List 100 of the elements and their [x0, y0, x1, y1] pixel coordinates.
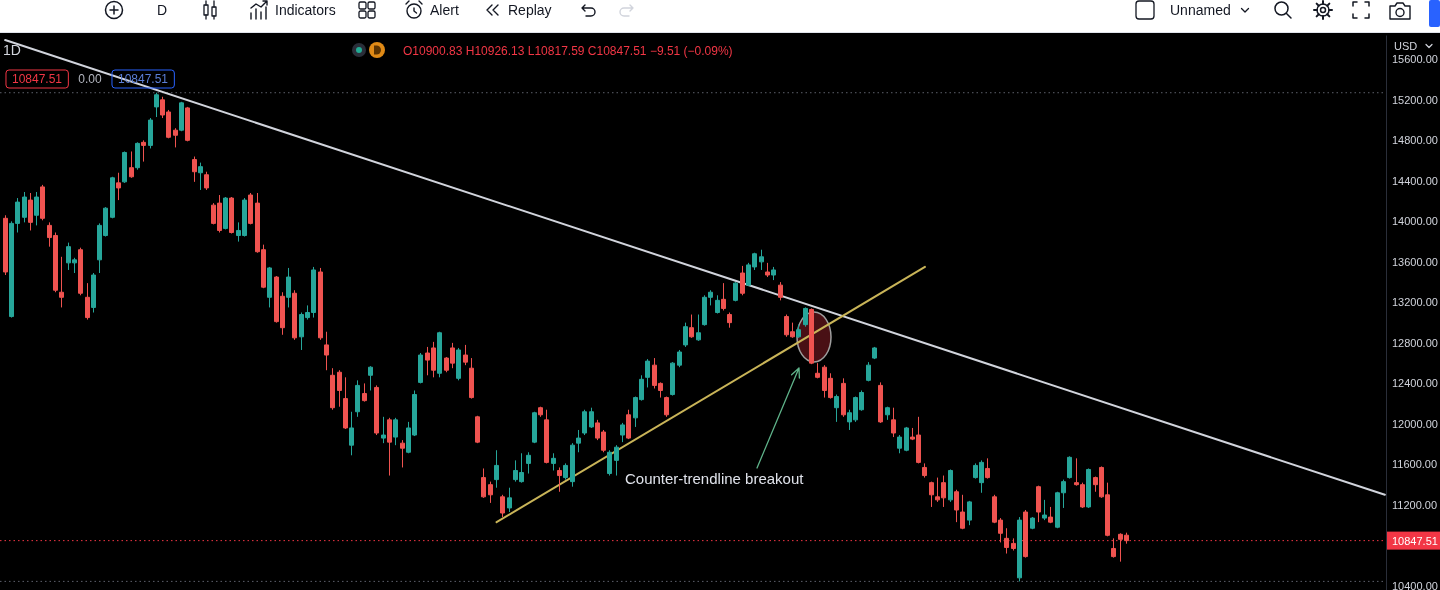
text: D	[156, 2, 168, 18]
candlestick	[267, 266, 272, 308]
candlestick	[374, 384, 379, 436]
annotation: 10847.51	[117, 72, 169, 86]
candlestick	[223, 196, 228, 230]
candlestick	[179, 101, 184, 132]
candlestick	[324, 331, 329, 371]
text: Alert	[430, 2, 459, 18]
candlestick	[677, 349, 682, 368]
y-tick-label: 15200.00	[1392, 93, 1438, 106]
y-tick-label: 14400.00	[1392, 174, 1438, 187]
candlestick	[488, 481, 493, 504]
candlestick	[1023, 509, 1028, 559]
candlestick	[948, 468, 953, 503]
candlestick	[733, 281, 738, 302]
text: Replay	[508, 2, 552, 18]
candlestick	[381, 416, 386, 444]
candlestick	[897, 434, 902, 454]
candlestick	[759, 249, 764, 271]
candlestick	[866, 361, 871, 382]
candlestick	[500, 494, 505, 518]
candlestick	[135, 141, 140, 171]
candlestick	[557, 466, 562, 493]
candlestick	[456, 347, 461, 381]
candlestick	[1030, 516, 1035, 530]
candlestick	[387, 417, 392, 477]
candlestick	[960, 494, 965, 530]
candlestick	[727, 312, 732, 329]
candlestick	[248, 192, 253, 225]
y-tick-label: 11600.00	[1392, 458, 1438, 471]
candlestick	[204, 171, 209, 191]
candlestick	[815, 362, 820, 379]
candlestick	[1011, 537, 1016, 551]
candlestick	[796, 324, 801, 339]
candlestick	[891, 407, 896, 438]
candlestick	[1042, 499, 1047, 521]
candlestick	[292, 289, 297, 341]
candlestick	[929, 481, 934, 508]
ref-line-label: 10847.51	[1392, 534, 1438, 547]
candlestick	[607, 449, 612, 477]
candlestick	[22, 191, 27, 223]
candlestick	[469, 357, 474, 400]
candlestick	[872, 346, 877, 360]
candlestick	[715, 294, 720, 315]
candlestick	[85, 282, 90, 321]
candlestick	[664, 396, 669, 418]
candlestick	[771, 266, 776, 281]
candlestick	[437, 331, 442, 378]
candlestick	[683, 322, 688, 348]
candlestick	[544, 409, 549, 464]
annotation: O10900.83 H10926.13 L10817.59 C10847.51 −9.51 (−0.09%)	[403, 44, 733, 58]
text: Unnamed	[1170, 2, 1231, 18]
candlestick	[809, 307, 814, 365]
candlestick	[418, 352, 423, 384]
candlestick	[173, 127, 178, 148]
candlestick	[78, 247, 83, 296]
y-axis-title: USD	[1394, 40, 1418, 52]
y-tick-label: 12400.00	[1392, 377, 1438, 390]
candlestick	[563, 462, 568, 481]
candlestick	[362, 382, 367, 403]
annotation: Counter-trendline breakout	[625, 470, 805, 487]
candlestick	[967, 500, 972, 526]
candlestick	[318, 267, 323, 341]
candlestick	[110, 176, 115, 219]
candlestick	[582, 409, 587, 436]
candlestick	[192, 156, 197, 183]
candlestick	[198, 162, 203, 191]
candlestick	[1067, 455, 1072, 480]
candlestick	[507, 487, 512, 513]
y-tick-label: 13200.00	[1392, 296, 1438, 309]
candlestick	[576, 429, 581, 453]
candlestick	[393, 417, 398, 446]
candlestick	[696, 314, 701, 342]
candlestick	[355, 379, 360, 418]
candlestick	[141, 139, 146, 163]
candlestick	[570, 442, 575, 488]
candlestick	[1086, 467, 1091, 509]
candlestick	[481, 467, 486, 499]
candlestick	[1048, 506, 1053, 524]
candlestick	[532, 411, 537, 444]
candlestick	[3, 214, 8, 276]
candlestick	[122, 150, 127, 184]
candlestick	[91, 272, 96, 313]
candlestick	[841, 377, 846, 418]
y-tick-label: 10400.00	[1392, 579, 1438, 590]
annotation: 0.00	[78, 72, 102, 86]
candlestick	[526, 451, 531, 475]
candlestick	[154, 92, 159, 118]
candlestick	[400, 439, 405, 468]
candlestick	[620, 422, 625, 443]
candlestick	[721, 282, 726, 311]
candlestick	[343, 376, 348, 430]
y-tick-label: 11200.00	[1392, 498, 1438, 511]
candlestick	[878, 381, 883, 424]
y-tick-label: 14800.00	[1392, 134, 1438, 147]
candlestick	[885, 406, 890, 421]
candlestick	[778, 281, 783, 301]
annotation: 10847.51	[11, 72, 63, 86]
candlestick	[337, 369, 342, 408]
candlestick	[1004, 527, 1009, 555]
